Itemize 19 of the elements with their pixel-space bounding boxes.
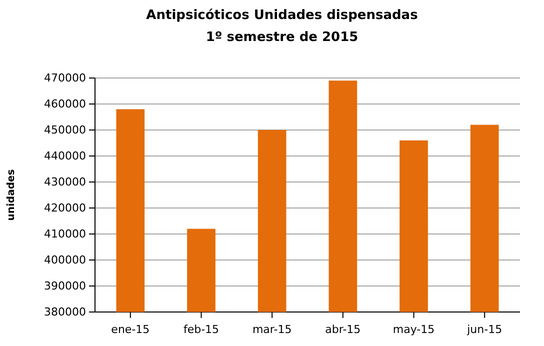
y-axis-title: unidades [6, 169, 17, 221]
y-tick-label: 470000 [44, 72, 86, 85]
x-tick-label: jun-15 [466, 323, 502, 336]
y-tick-label: 440000 [44, 150, 86, 163]
x-tick-label: abr-15 [325, 323, 361, 336]
y-tick-label: 420000 [44, 202, 86, 215]
x-tick-label: may-15 [392, 323, 435, 336]
x-tick-label: mar-15 [252, 323, 292, 336]
x-tick-label: feb-15 [183, 323, 220, 336]
y-tick-label: 380000 [44, 306, 86, 319]
chart-title: Antipsicóticos Unidades dispensadas [146, 8, 418, 23]
y-tick-label: 430000 [44, 176, 86, 189]
y-tick-label: 460000 [44, 98, 86, 111]
x-tick-label: ene-15 [111, 323, 150, 336]
chart-subtitle: 1º semestre de 2015 [206, 30, 358, 45]
y-tick-label: 450000 [44, 124, 86, 137]
y-tick-label: 410000 [44, 228, 86, 241]
y-tick-label: 400000 [44, 254, 86, 267]
y-tick-label: 390000 [44, 280, 86, 293]
